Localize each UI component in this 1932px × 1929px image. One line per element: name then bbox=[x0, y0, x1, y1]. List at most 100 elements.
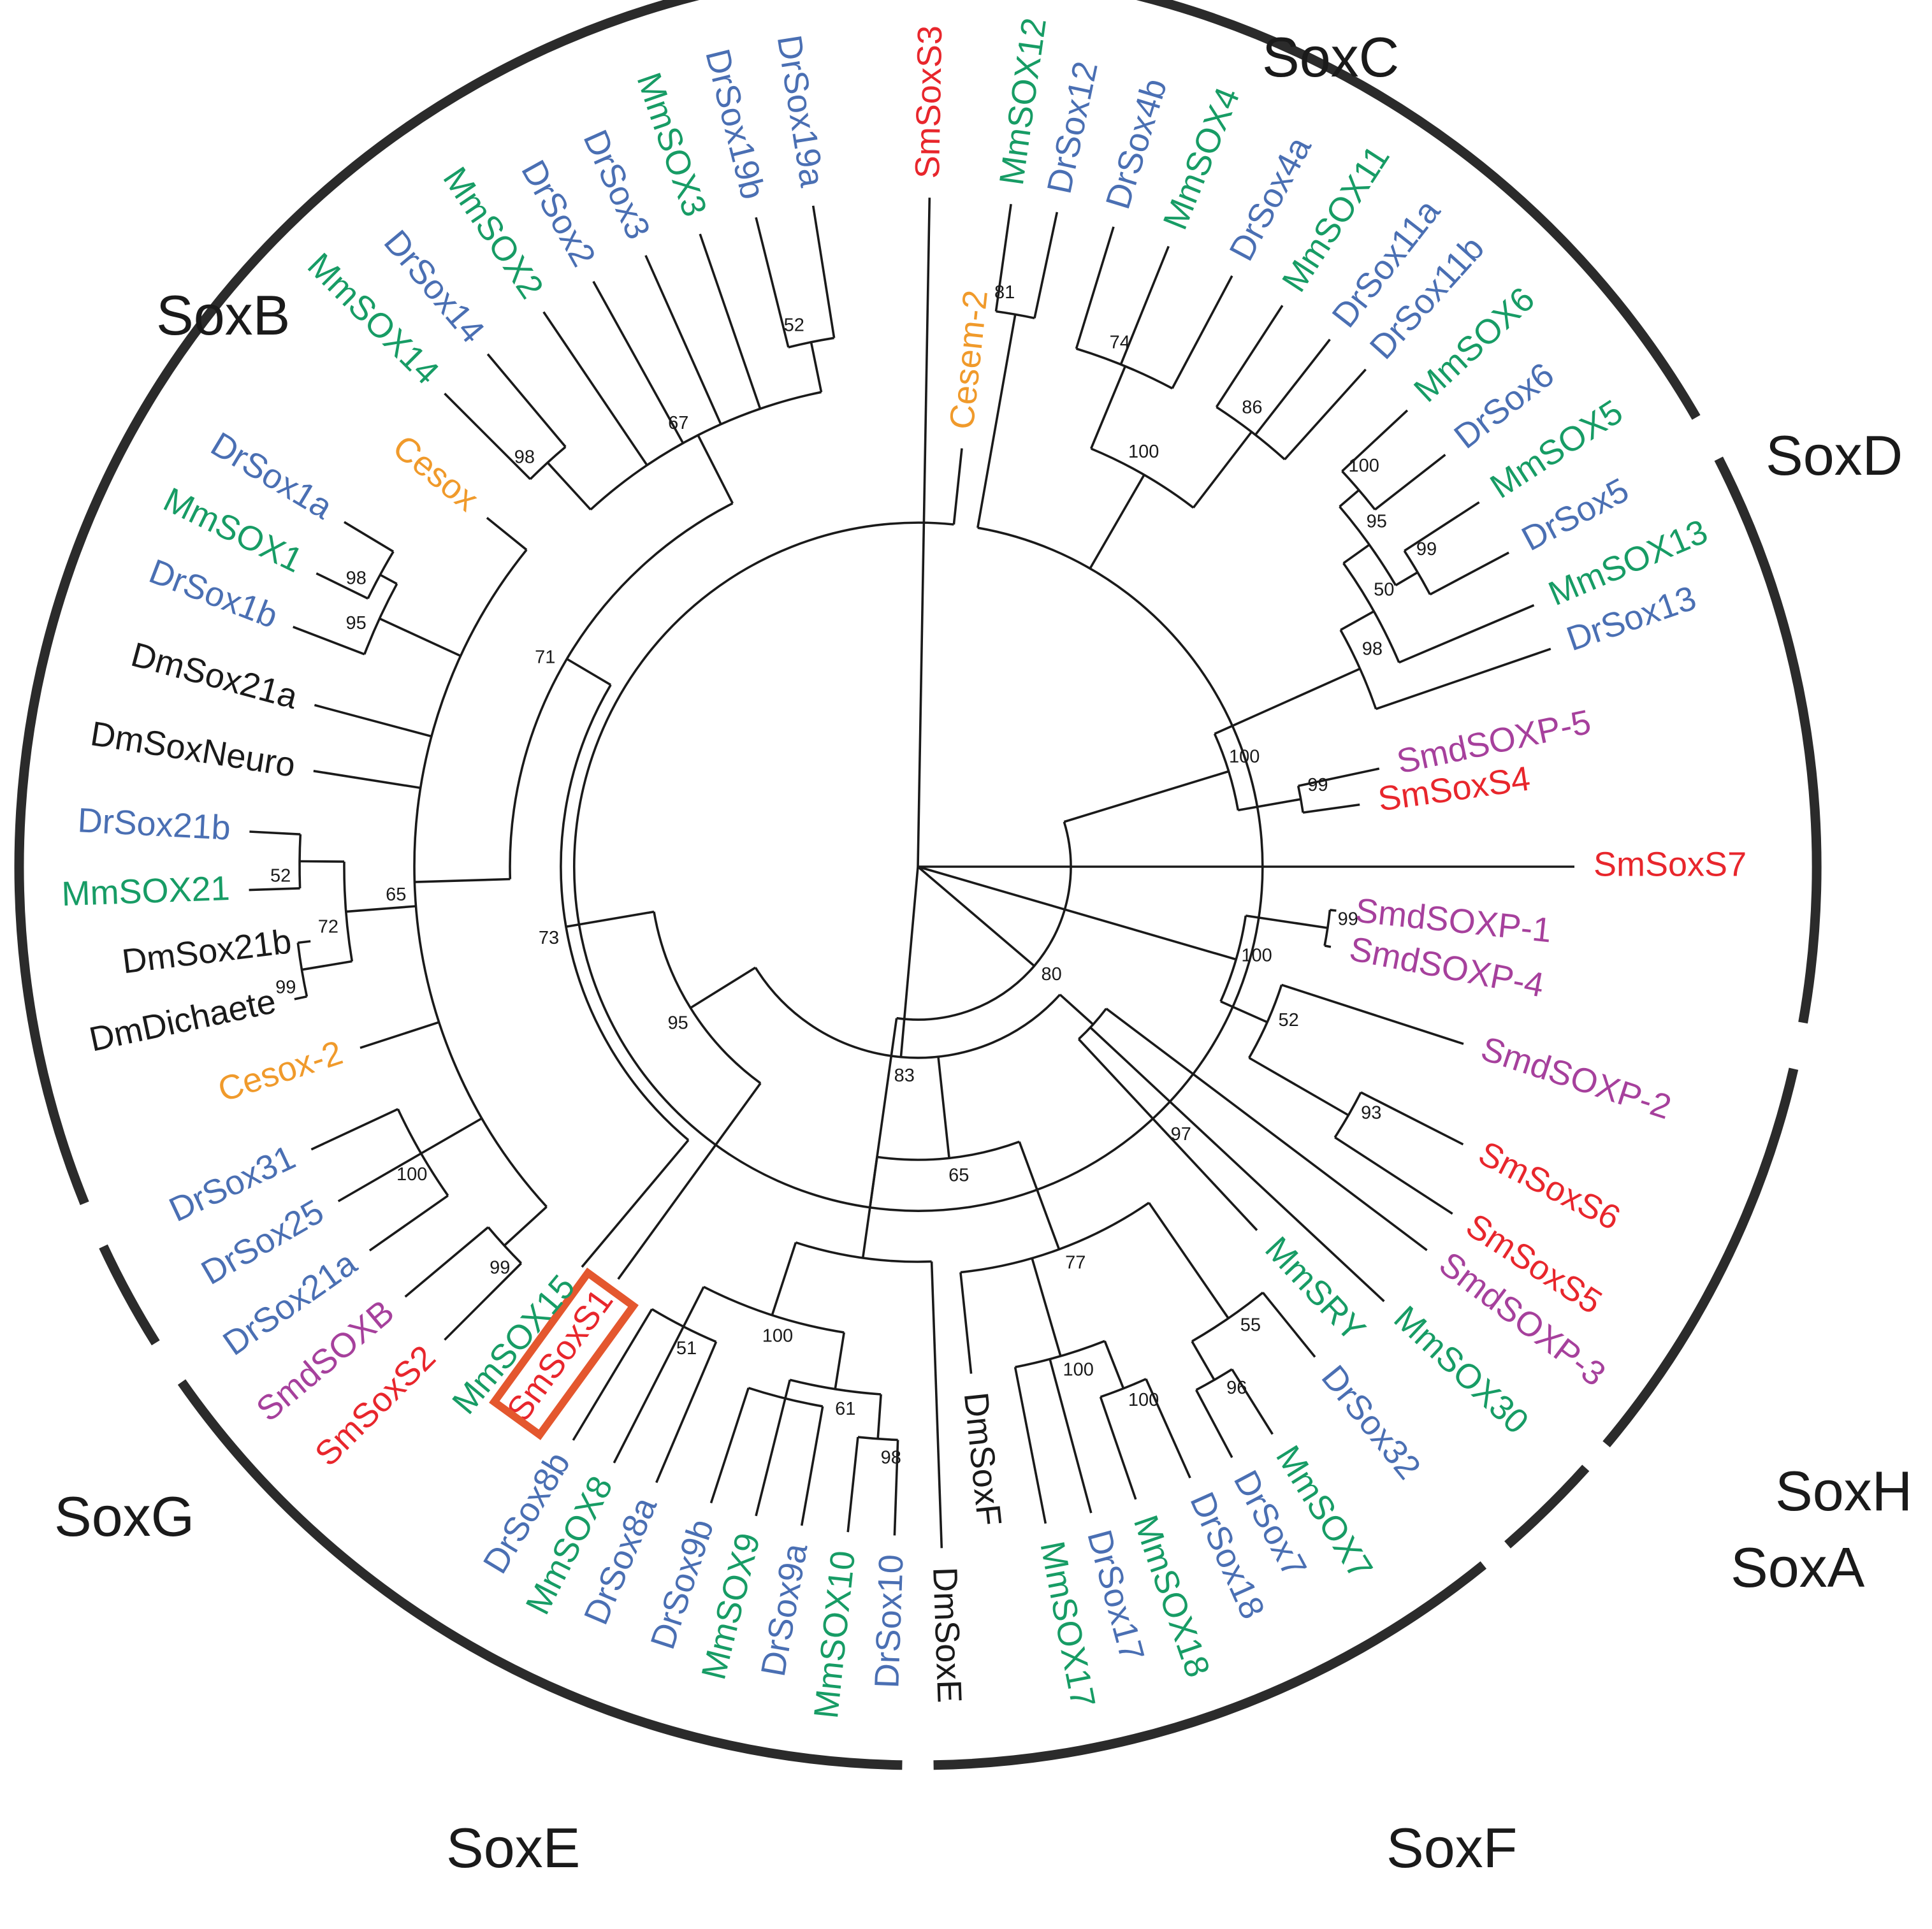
leaf-label: MmSOX21 bbox=[61, 869, 231, 913]
clade-label-soxg: SoxG bbox=[54, 1485, 194, 1548]
branch-line bbox=[546, 461, 592, 510]
bootstrap-n93: 93 bbox=[1361, 1102, 1381, 1123]
branch-arc bbox=[509, 502, 734, 879]
branch-line bbox=[1089, 1026, 1385, 1303]
bootstrap-values: 81 74 86 100 100 99 95 50 98 99 100 80 99 93 52 100 97 96… bbox=[270, 282, 1437, 1468]
leaf-label: DmSoxF bbox=[957, 1391, 1009, 1528]
branch-line bbox=[379, 574, 398, 585]
branch-line bbox=[313, 770, 421, 790]
branch-line bbox=[930, 1261, 943, 1549]
branch-line bbox=[368, 1194, 449, 1252]
bootstrap-n65b: 65 bbox=[386, 885, 406, 905]
branch-arc bbox=[1342, 562, 1400, 663]
leaf-label: DmSoxE bbox=[926, 1566, 968, 1703]
branch-arc bbox=[748, 1387, 824, 1408]
leaf-label: DmDichaete bbox=[86, 982, 279, 1058]
branch-line bbox=[1119, 245, 1170, 365]
branch-line bbox=[337, 1152, 422, 1203]
branch-line bbox=[1302, 803, 1360, 814]
branch-line bbox=[893, 1440, 899, 1536]
branch-line bbox=[344, 521, 395, 553]
branch-line bbox=[1374, 454, 1446, 511]
branch-line bbox=[1049, 1359, 1093, 1514]
branch-line bbox=[1340, 610, 1375, 632]
highlight-box bbox=[489, 1268, 639, 1440]
bootstrap-n65: 65 bbox=[948, 1165, 969, 1185]
branch-line bbox=[249, 830, 301, 835]
branch-arc bbox=[1191, 1291, 1264, 1343]
clade-label-soxd: SoxD bbox=[1766, 424, 1903, 487]
branch-arc bbox=[754, 967, 1061, 1059]
branch-arc bbox=[1248, 984, 1283, 1058]
leaf-label: DrSox4b bbox=[1099, 74, 1175, 213]
clade-arc-soxg bbox=[99, 1244, 160, 1346]
branch-arc bbox=[960, 1201, 1150, 1274]
branch-arc bbox=[343, 862, 354, 962]
bootstrap-n99s: 99 bbox=[1307, 775, 1328, 795]
branch-line bbox=[1214, 667, 1361, 735]
branch-line bbox=[1237, 798, 1302, 812]
clade-arc-soxh bbox=[1602, 1067, 1799, 1448]
clade-arc-soxc bbox=[1136, 0, 1701, 420]
branch-line bbox=[1018, 1141, 1061, 1250]
branch-arc bbox=[1015, 1340, 1105, 1369]
branch-line bbox=[581, 1139, 690, 1268]
bootstrap-n73: 73 bbox=[539, 928, 559, 948]
clade-label-soxb: SoxB bbox=[156, 284, 290, 347]
branch-arc bbox=[703, 1285, 845, 1334]
branch-line bbox=[1195, 1389, 1233, 1458]
branch-line bbox=[697, 434, 734, 504]
branch-line bbox=[784, 1379, 791, 1399]
clade-arc-soxe bbox=[177, 1379, 903, 1770]
branch-line bbox=[1376, 647, 1551, 711]
branch-line bbox=[298, 940, 311, 944]
branch-line bbox=[249, 887, 300, 892]
branch-line bbox=[1341, 409, 1409, 472]
branch-line bbox=[486, 353, 567, 448]
branch-line bbox=[1031, 1257, 1062, 1357]
branch-line bbox=[1429, 551, 1509, 596]
branch-line bbox=[1215, 305, 1284, 408]
branch-arc bbox=[1216, 406, 1286, 461]
clade-label-soxc: SoxC bbox=[1262, 25, 1399, 89]
branch-line bbox=[771, 1242, 797, 1316]
branch-line bbox=[592, 280, 685, 444]
branch-arc bbox=[1339, 629, 1377, 710]
leaf-label: DrSox12 bbox=[1040, 58, 1105, 197]
branch-line bbox=[360, 1021, 440, 1050]
clade-label-soxe: SoxE bbox=[446, 1816, 580, 1879]
leaf-label: SmSoxS7 bbox=[1594, 845, 1747, 883]
leaf-labels: SmSoxS3 MmSOX12DrSox12DrSox4bMmSOX4DrSox4… bbox=[61, 15, 1747, 1720]
branch-line bbox=[294, 995, 307, 1001]
leaf-label: MmSRY bbox=[1258, 1229, 1372, 1348]
branch-line bbox=[565, 910, 655, 928]
bootstrap-n52s: 52 bbox=[784, 315, 804, 336]
branch-arc bbox=[367, 551, 395, 599]
branch-line bbox=[644, 255, 722, 425]
branch-line bbox=[1089, 474, 1145, 570]
highlight-rect bbox=[489, 1268, 639, 1440]
branch-line bbox=[876, 1394, 882, 1439]
bootstrap-n98b: 98 bbox=[514, 447, 535, 467]
branch-line bbox=[917, 198, 931, 867]
clade-arc-soxd bbox=[1714, 456, 1822, 1024]
branch-line bbox=[952, 448, 963, 525]
bootstrap-n74: 74 bbox=[1110, 333, 1130, 353]
branch-line bbox=[444, 393, 532, 480]
leaf-label: DrSox32 bbox=[1314, 1358, 1428, 1486]
branch-arc bbox=[876, 1140, 1020, 1161]
branch-line bbox=[1013, 1366, 1047, 1524]
branch-line bbox=[1246, 914, 1328, 929]
branch-arc bbox=[1219, 915, 1247, 1002]
branch-arc bbox=[795, 1241, 932, 1263]
branch-arc bbox=[789, 1378, 882, 1396]
bootstrap-n100d: 100 bbox=[1229, 747, 1260, 767]
branch-line bbox=[1334, 1136, 1453, 1215]
leaf-label: MmSOX12 bbox=[992, 15, 1054, 187]
branch-line bbox=[1090, 366, 1126, 449]
branch-arc bbox=[1333, 1092, 1362, 1138]
branch-line bbox=[572, 1308, 653, 1441]
branch-line bbox=[800, 1406, 824, 1526]
clade-arc-soxf bbox=[933, 1561, 1487, 1770]
